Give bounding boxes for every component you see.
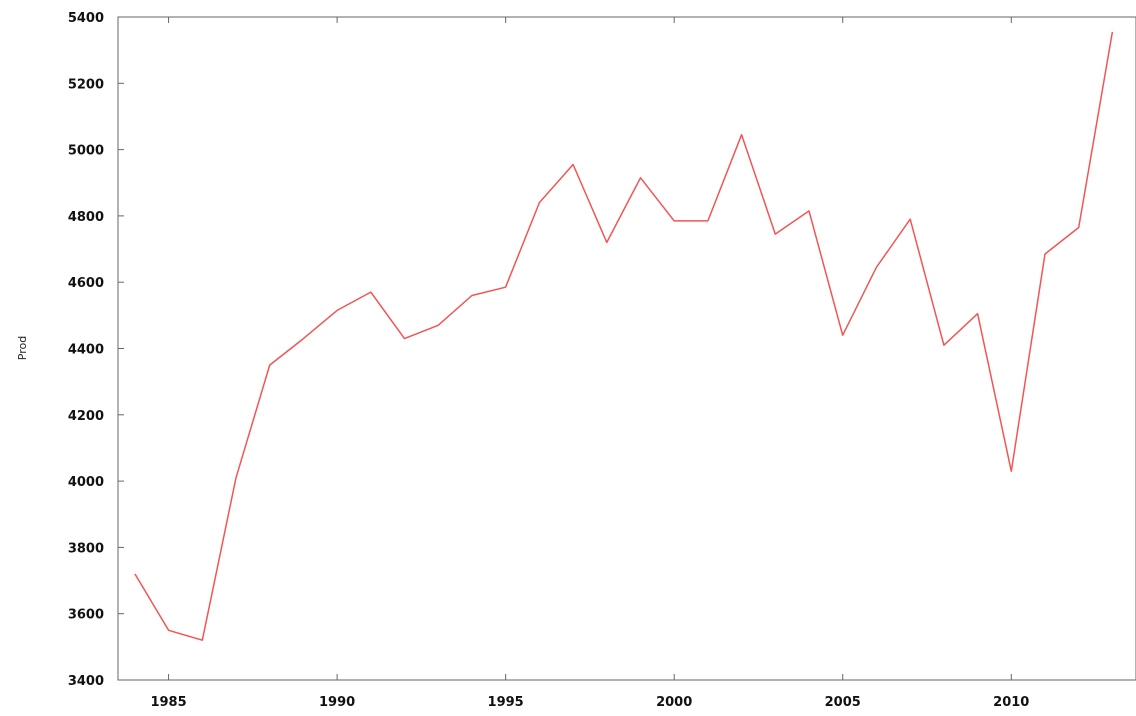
x-tick-label: 2000 bbox=[656, 695, 692, 710]
y-tick-label: 4400 bbox=[68, 343, 104, 358]
x-tick-label: 2005 bbox=[825, 695, 861, 710]
x-tick-label: 1990 bbox=[319, 695, 355, 710]
y-tick-label: 4600 bbox=[68, 276, 104, 291]
y-axis-title: Prod bbox=[16, 336, 29, 360]
y-tick-label: 4800 bbox=[68, 210, 104, 225]
x-tick-label: 2010 bbox=[993, 695, 1029, 710]
y-tick-label: 5000 bbox=[68, 144, 104, 159]
y-tick-label: 4000 bbox=[68, 475, 104, 490]
series-line bbox=[134, 31, 1114, 641]
plot-frame bbox=[117, 16, 1136, 681]
x-tick-label: 1995 bbox=[488, 695, 524, 710]
y-axis: 3400 3600 3800 4000 4200 4400 4600 4800 5000 5200… bbox=[68, 11, 124, 689]
y-tick-label: 5200 bbox=[68, 77, 104, 92]
x-tick-label: 1985 bbox=[150, 695, 186, 710]
y-tick-label: 3400 bbox=[68, 674, 104, 689]
series-layer bbox=[134, 31, 1114, 641]
x-axis: 1985 1990 1995 2000 2005 2010 bbox=[150, 17, 1029, 710]
y-tick-label: 3600 bbox=[68, 608, 104, 623]
y-tick-label: 3800 bbox=[68, 541, 104, 556]
y-tick-label: 4200 bbox=[68, 409, 104, 424]
y-tick-label: 5400 bbox=[68, 11, 104, 26]
